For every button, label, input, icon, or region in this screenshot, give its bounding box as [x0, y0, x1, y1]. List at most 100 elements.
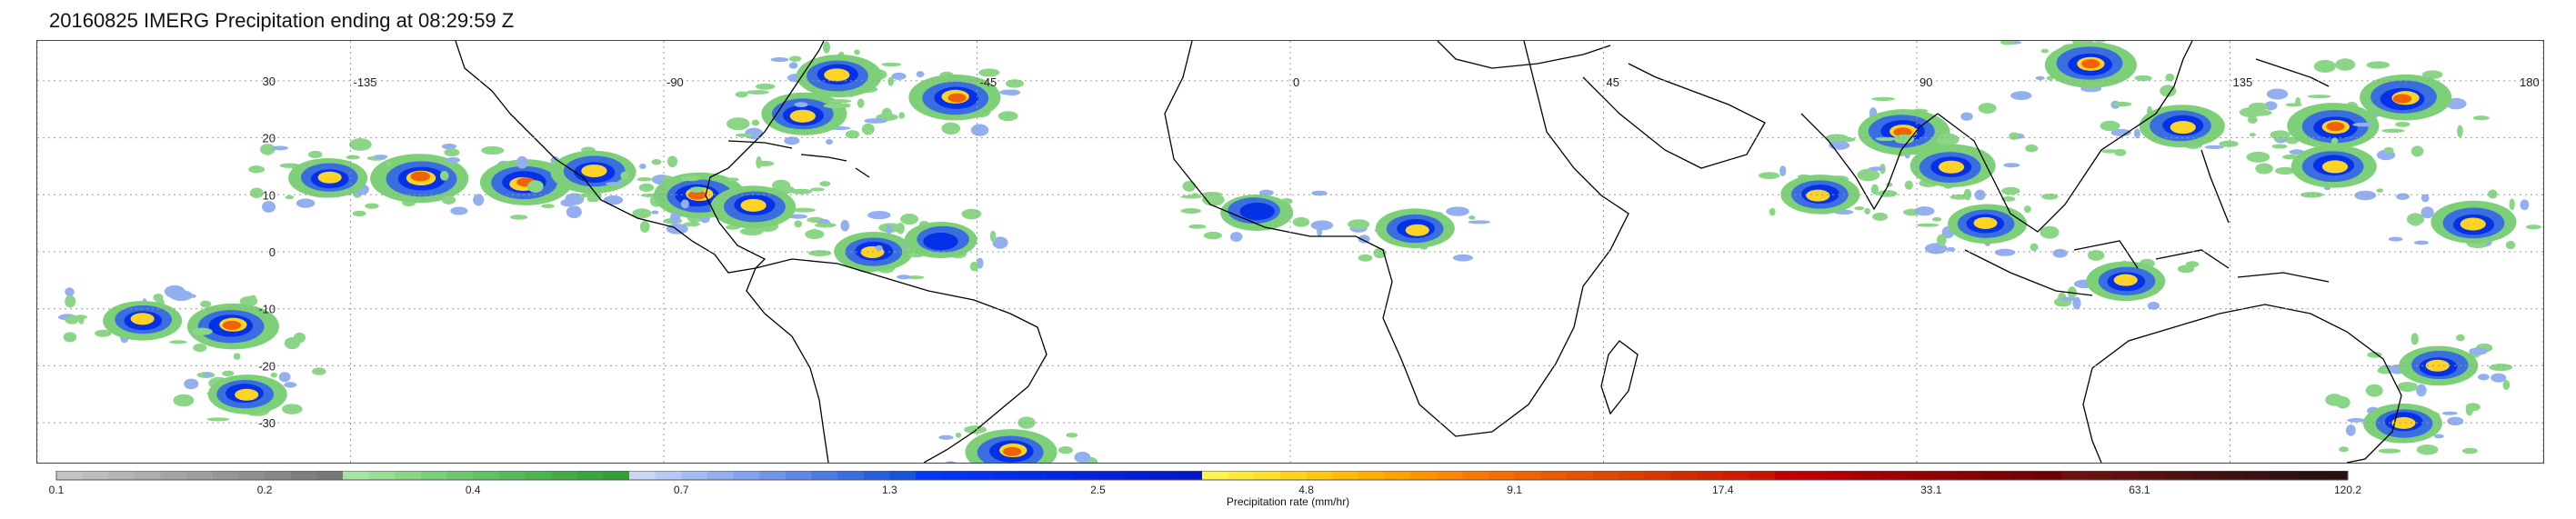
precip-scatter	[1947, 246, 1956, 252]
precip-scatter	[1872, 212, 1889, 222]
caribbean-outline	[727, 140, 870, 178]
precip-scatter	[450, 206, 468, 215]
precip-cell	[2081, 59, 2100, 69]
precip-scatter	[270, 372, 277, 378]
philippines-outline	[2200, 149, 2230, 224]
precip-scatter	[2001, 195, 2016, 202]
precip-scatter	[173, 394, 195, 407]
colorbar-cell	[134, 471, 162, 480]
colorbar-tick-label: 0.4	[466, 484, 481, 496]
colorbar-cell	[916, 471, 943, 480]
colorbar-cell	[1228, 471, 1255, 480]
precip-scatter	[2410, 218, 2421, 226]
precip-scatter	[2271, 144, 2288, 149]
precip-scatter	[2307, 95, 2331, 99]
colorbar-cell	[1149, 471, 1177, 480]
precip-scatter	[2110, 128, 2131, 136]
colorbar-cell	[420, 471, 448, 480]
precip-scatter	[1864, 207, 1871, 215]
colorbar-cell	[1098, 471, 1125, 480]
precip-scatter	[2134, 75, 2152, 82]
precip-scatter	[204, 372, 213, 377]
latitude-label: 0	[269, 245, 276, 259]
precip-scatter	[605, 182, 624, 186]
precip-scatter	[346, 155, 360, 160]
colorbar-tick-labels: 0.1 0.2 0.4 0.7 1.3 2.5 4.8 9.1 17.4 33.1 63.1 120.…	[49, 484, 2361, 496]
latitude-label: 10	[263, 188, 276, 202]
precip-scatter	[746, 90, 769, 95]
colorbar-caption: Precipitation rate (mm/hr)	[1226, 495, 1350, 508]
map-canvas: 30 20 10 0 -10 -20 -30 -135 -90 -45 0 45 90 135 180	[37, 41, 2543, 463]
colorbar-cell	[759, 471, 787, 480]
precip-scatter	[1868, 166, 1886, 171]
se-asia-outline	[1937, 41, 2193, 233]
longitude-label: -45	[980, 75, 997, 89]
precip-scatter	[2112, 101, 2132, 107]
precip-scatter	[815, 223, 837, 228]
precip-cell	[740, 198, 767, 212]
precip-scatter	[755, 83, 776, 90]
longitude-label: -90	[667, 75, 684, 89]
precip-scatter	[638, 183, 655, 193]
precip-scatter	[2395, 121, 2411, 127]
precip-scatter	[2030, 243, 2039, 252]
precip-scatter	[352, 210, 366, 217]
precip-scatter	[169, 290, 193, 302]
colorbar-cell	[212, 471, 239, 480]
precip-scatter	[2345, 424, 2356, 436]
colorbar-tick-label: 0.1	[49, 484, 65, 496]
colorbar-tick-label: 2.5	[1090, 484, 1106, 496]
precip-scatter	[2520, 199, 2530, 211]
precip-scatter	[735, 133, 754, 137]
precip-scatter	[1931, 217, 1942, 222]
precip-scatter	[2411, 333, 2419, 345]
colorbar-cell	[1124, 471, 1151, 480]
precip-scatter	[285, 195, 295, 200]
precip-scatter	[193, 343, 207, 353]
precip-scatter	[2185, 261, 2200, 268]
colorbar-cell	[1046, 471, 1073, 480]
longitude-label: 180	[2520, 75, 2540, 89]
precip-scatter	[680, 175, 702, 182]
precip-cell	[687, 190, 707, 200]
colorbar-cell	[498, 471, 526, 480]
precip-scatter	[365, 203, 379, 209]
colorbar-cell	[2191, 471, 2219, 480]
precip-scatter	[961, 208, 982, 220]
precip-scatter	[2441, 411, 2458, 415]
colorbar-cell	[1775, 471, 1802, 480]
precip-scatter	[2457, 125, 2463, 138]
precip-scatter	[2313, 59, 2337, 73]
colorbar-cell	[811, 471, 838, 480]
precip-scatter	[794, 220, 803, 228]
precip-scatter	[1994, 248, 2016, 256]
colorbar-tick-label: 33.1	[1920, 484, 1942, 496]
precip-scatter	[1759, 172, 1780, 179]
colorbar-cell	[2087, 471, 2114, 480]
precip-scatter	[233, 353, 241, 360]
precip-scatter	[2413, 240, 2429, 245]
india-outline	[1800, 113, 1939, 211]
precip-cell	[824, 68, 850, 82]
precip-scatter	[95, 329, 112, 337]
precip-scatter	[886, 225, 893, 235]
precip-scatter	[2469, 347, 2488, 355]
precip-scatter	[348, 138, 372, 151]
precip-scatter	[579, 193, 594, 198]
colorbar-cell	[2113, 471, 2140, 480]
precip-scatter	[1769, 207, 1776, 216]
precip-scatter	[807, 250, 832, 256]
precip-scatter	[2040, 225, 2060, 239]
precip-scatter	[2255, 163, 2273, 175]
precip-scatter	[222, 370, 235, 377]
precip-scatter	[2525, 225, 2541, 230]
precip-scatter	[603, 195, 624, 205]
precip-scatter	[1066, 433, 1078, 438]
precip-cell	[1405, 224, 1429, 236]
precip-scatter	[2378, 448, 2401, 454]
precip-scatter	[2330, 137, 2339, 145]
colorbar-cell	[993, 471, 1021, 480]
precip-scatter	[188, 294, 196, 298]
precip-scatter	[770, 56, 789, 63]
precip-scatter	[1202, 192, 1222, 196]
